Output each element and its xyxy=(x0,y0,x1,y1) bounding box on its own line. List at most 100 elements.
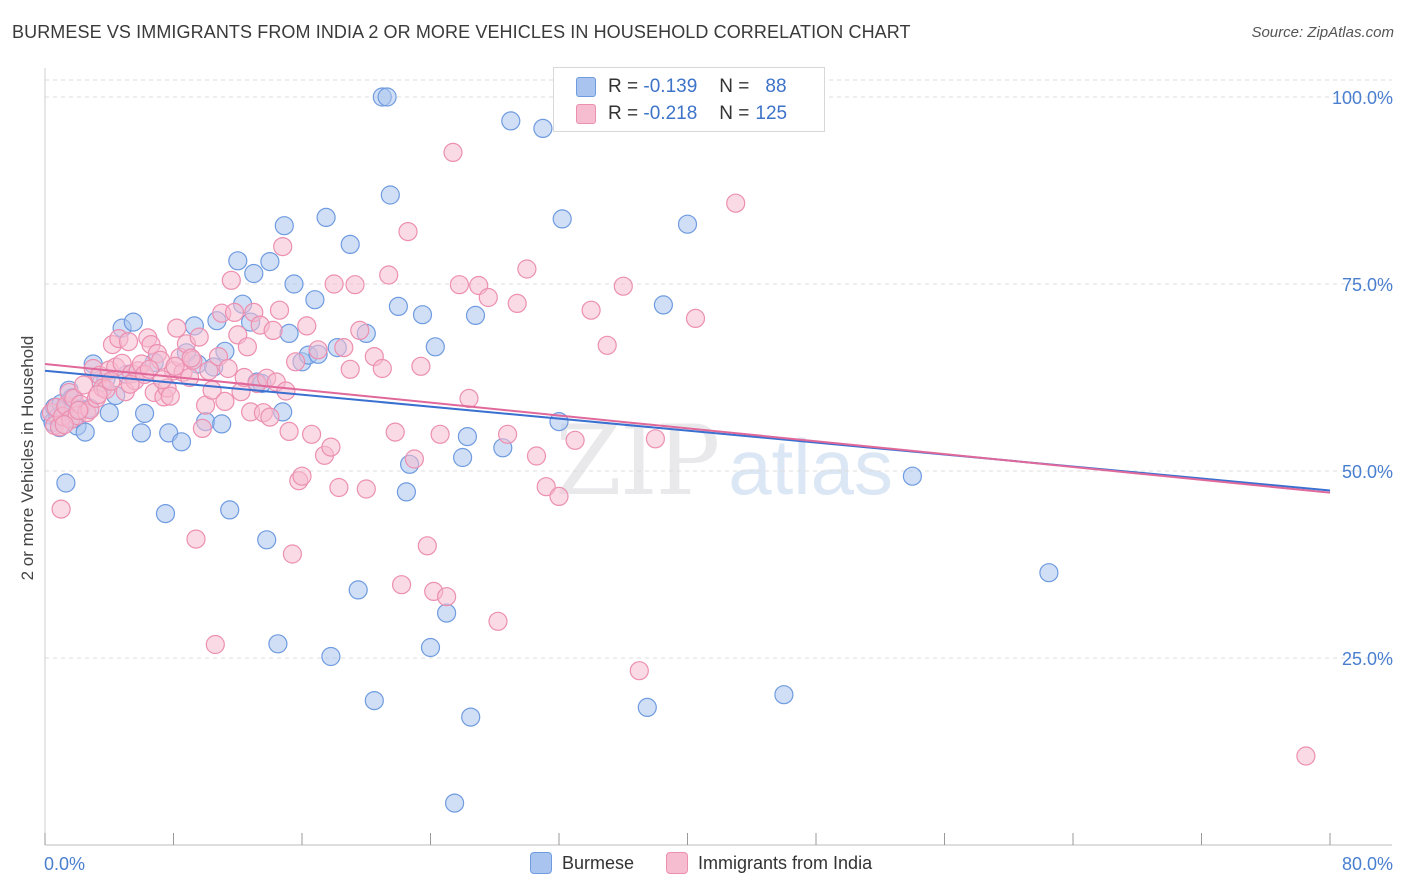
india-point xyxy=(392,575,412,595)
burmese-legend-label: Burmese xyxy=(562,852,635,873)
burmese-point xyxy=(123,312,143,332)
series-legend-india[interactable]: Immigrants from India xyxy=(666,852,872,874)
india-point xyxy=(685,308,706,328)
series-legend: Burmese Immigrants from India xyxy=(530,852,904,874)
legend-n-value-india: 125 xyxy=(755,103,788,124)
india-point xyxy=(498,424,518,444)
burmese-point xyxy=(533,118,553,138)
india-point xyxy=(279,421,299,441)
legend-row-burmese: R = -0.139 N = 88 xyxy=(576,73,787,101)
source-credit: Source: ZipAtlas.com xyxy=(1251,24,1394,41)
burmese-point xyxy=(268,634,288,654)
burmese-point xyxy=(377,87,397,107)
y-tick-label: 25.0% xyxy=(1342,649,1393,669)
india-point xyxy=(152,370,172,390)
india-point xyxy=(269,300,290,320)
india-point xyxy=(237,337,257,357)
india-point xyxy=(224,302,245,322)
india-point xyxy=(345,275,365,295)
india-point xyxy=(613,276,633,296)
burmese-point xyxy=(135,403,155,423)
india-point xyxy=(372,358,392,379)
india-point xyxy=(517,259,537,279)
burmese-point xyxy=(420,637,441,658)
burmese-point xyxy=(171,432,192,452)
burmese-point xyxy=(437,603,457,623)
burmese-point xyxy=(637,697,657,718)
india-point xyxy=(273,237,293,257)
y-axis-title: 2 or more Vehicles in Household xyxy=(18,336,37,581)
burmese-point xyxy=(549,412,569,432)
legend-r-value-india: -0.218 xyxy=(643,103,698,124)
burmese-point xyxy=(75,422,95,442)
burmese-point xyxy=(461,707,481,727)
india-swatch xyxy=(576,104,596,124)
india-point xyxy=(549,486,569,506)
india-point xyxy=(385,422,405,442)
burmese-point xyxy=(380,185,400,205)
burmese-point xyxy=(244,263,264,284)
india-point xyxy=(192,418,212,438)
chart-title: BURMESE VS IMMIGRANTS FROM INDIA 2 OR MO… xyxy=(12,22,911,42)
burmese-point xyxy=(305,290,325,310)
india-point xyxy=(292,466,312,486)
india-point xyxy=(411,356,431,376)
trend-lines xyxy=(44,363,1331,494)
india-point xyxy=(443,142,463,162)
india-point xyxy=(286,352,306,372)
legend-row-india: R = -0.218 N = 125 xyxy=(576,100,787,128)
india-legend-label: Immigrants from India xyxy=(698,852,873,873)
burmese-point xyxy=(212,414,232,434)
burmese-legend-swatch xyxy=(530,852,552,874)
india-point xyxy=(726,193,746,213)
india-point xyxy=(1296,746,1316,766)
burmese-point xyxy=(653,295,674,315)
burmese-point xyxy=(501,111,521,131)
india-point xyxy=(160,386,180,406)
legend-r-label: R = xyxy=(608,103,639,124)
burmese-point xyxy=(348,580,368,600)
burmese-point xyxy=(257,530,277,550)
burmese-point xyxy=(99,403,119,423)
india-point xyxy=(118,332,139,352)
burmese-point xyxy=(774,685,794,705)
burmese-point xyxy=(453,447,473,468)
india-point xyxy=(54,415,74,435)
india-point xyxy=(181,348,201,368)
series-legend-burmese[interactable]: Burmese xyxy=(530,852,634,874)
tick-labels: 25.0% 50.0% 75.0% 100.0% 0.0% 80.0% xyxy=(44,88,1393,874)
india-point xyxy=(276,381,296,401)
india-point xyxy=(282,544,302,564)
x-tick-label-max: 80.0% xyxy=(1342,854,1393,874)
india-point xyxy=(379,265,399,285)
burmese-point xyxy=(425,337,445,357)
india-point xyxy=(51,499,71,519)
india-point xyxy=(297,316,317,336)
burmese-point xyxy=(228,251,248,271)
axes xyxy=(44,68,1392,846)
india-point xyxy=(186,529,206,549)
legend-n-label: N = xyxy=(719,76,750,97)
burmese-point xyxy=(340,234,360,254)
legend-n-value-burmese: 88 xyxy=(765,76,787,97)
burmese-point xyxy=(321,646,341,667)
india-point xyxy=(308,340,328,360)
data-points xyxy=(40,87,1316,813)
india-point xyxy=(69,400,89,420)
burmese-point xyxy=(552,209,572,229)
india-trend-line xyxy=(44,363,1331,494)
india-point xyxy=(597,335,617,355)
legend-r-label: R = xyxy=(608,76,639,97)
india-point xyxy=(478,287,498,308)
india-point xyxy=(321,437,341,457)
india-point xyxy=(356,479,376,499)
india-point xyxy=(263,320,283,340)
india-point xyxy=(101,371,121,391)
india-point xyxy=(507,293,527,313)
india-point xyxy=(629,661,649,681)
burmese-point xyxy=(155,503,176,524)
correlation-legend: R = -0.139 N = 88 R = -0.218 N = 125 xyxy=(553,67,825,132)
india-point xyxy=(189,327,209,347)
india-point xyxy=(526,446,547,466)
x-tick-label-min: 0.0% xyxy=(44,854,85,874)
